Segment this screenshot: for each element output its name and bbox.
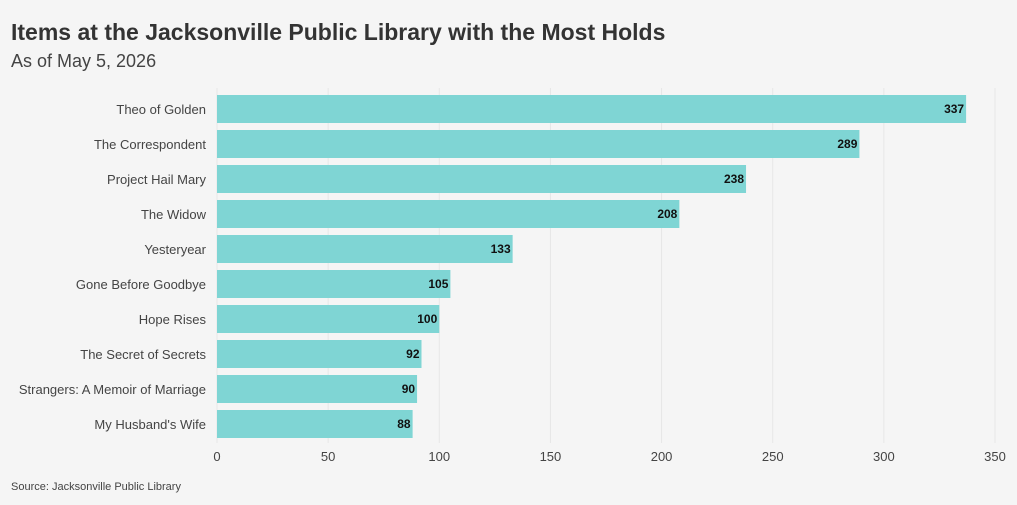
- category-label: Strangers: A Memoir of Marriage: [19, 382, 206, 397]
- x-tick-label: 150: [540, 449, 562, 464]
- bar: [217, 130, 860, 158]
- category-label: Theo of Golden: [116, 102, 206, 117]
- data-label: 88: [397, 417, 411, 431]
- category-label: Hope Rises: [139, 312, 207, 327]
- bars: 337 289 238 208 133 105 100 92 90 88: [217, 95, 967, 438]
- category-label: Project Hail Mary: [107, 172, 206, 187]
- data-label: 337: [944, 102, 964, 116]
- data-label: 105: [428, 277, 448, 291]
- x-tick-label: 50: [321, 449, 335, 464]
- category-label: The Widow: [141, 207, 207, 222]
- bar: [217, 375, 418, 403]
- category-label: The Correspondent: [94, 137, 206, 152]
- x-tick-label: 250: [762, 449, 784, 464]
- source-note: Source: Jacksonville Public Library: [11, 481, 181, 493]
- x-axis-ticks: 0 50 100 150 200 250 300 350: [213, 449, 1005, 464]
- chart-subtitle: As of May 5, 2026: [11, 51, 157, 71]
- bar: [217, 200, 680, 228]
- x-tick-label: 200: [651, 449, 673, 464]
- x-tick-label: 300: [873, 449, 895, 464]
- data-label: 100: [417, 312, 437, 326]
- data-label: 289: [837, 137, 857, 151]
- x-tick-label: 350: [984, 449, 1006, 464]
- bar: [217, 305, 440, 333]
- category-label: Yesteryear: [144, 242, 206, 257]
- data-label: 92: [406, 347, 420, 361]
- data-label: 90: [402, 382, 416, 396]
- bar: [217, 95, 967, 123]
- category-labels: Theo of Golden The Correspondent Project H…: [19, 102, 207, 432]
- x-tick-label: 100: [428, 449, 450, 464]
- data-label: 238: [724, 172, 744, 186]
- bar: [217, 270, 451, 298]
- x-tick-label: 0: [213, 449, 220, 464]
- category-label: My Husband's Wife: [94, 417, 206, 432]
- data-label: 133: [491, 242, 511, 256]
- bar: [217, 340, 422, 368]
- bar: [217, 165, 747, 193]
- category-label: The Secret of Secrets: [80, 347, 206, 362]
- data-label: 208: [657, 207, 677, 221]
- bar: [217, 235, 513, 263]
- category-label: Gone Before Goodbye: [76, 277, 206, 292]
- chart-title: Items at the Jacksonville Public Library…: [11, 19, 666, 45]
- bar: [217, 410, 413, 438]
